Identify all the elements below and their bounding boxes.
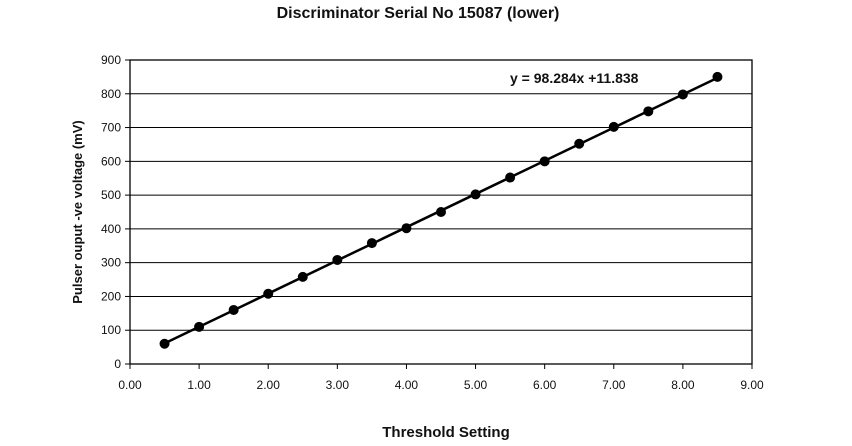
data-point xyxy=(539,156,550,167)
y-axis-ticks: 0 100 200 300 400 500 600 700 800 900 xyxy=(101,53,130,371)
data-point xyxy=(401,223,412,234)
x-tick-label: 3.00 xyxy=(326,378,350,392)
data-point xyxy=(332,254,343,265)
chart-title: Discriminator Serial No 15087 (lower) xyxy=(277,5,560,22)
y-tick-label: 600 xyxy=(101,154,121,168)
grid xyxy=(130,93,752,331)
y-axis-label: Pulser ouput -ve voltage (mV) xyxy=(70,120,85,303)
data-point xyxy=(159,338,170,349)
x-tick-label: 1.00 xyxy=(187,378,211,392)
y-tick-label: 200 xyxy=(101,289,121,303)
trendline-equation: y = 98.284x +11.838 xyxy=(510,70,639,86)
data-point xyxy=(677,89,688,100)
data-point xyxy=(643,106,654,117)
y-tick-label: 0 xyxy=(114,357,121,371)
x-tick-label: 2.00 xyxy=(257,378,281,392)
x-axis-ticks: 0.00 1.00 2.00 3.00 4.00 5.00 6.00 7.00 8.00 9.00 xyxy=(118,364,764,392)
x-tick-label: 0.00 xyxy=(118,378,142,392)
y-tick-label: 300 xyxy=(101,256,121,270)
y-tick-label: 900 xyxy=(101,53,121,67)
data-points xyxy=(159,71,723,349)
data-point xyxy=(505,172,516,183)
y-tick-label: 100 xyxy=(101,323,121,337)
data-point xyxy=(470,189,481,200)
x-tick-label: 6.00 xyxy=(533,378,557,392)
x-tick-label: 5.00 xyxy=(464,378,488,392)
x-tick-label: 9.00 xyxy=(740,378,764,392)
x-tick-label: 8.00 xyxy=(671,378,695,392)
data-point xyxy=(297,271,308,282)
data-point xyxy=(366,238,377,249)
x-axis-label: Threshold Setting xyxy=(382,424,510,441)
data-point xyxy=(228,304,239,315)
data-point xyxy=(608,121,619,132)
plot-area xyxy=(129,59,753,365)
y-tick-label: 800 xyxy=(101,87,121,101)
y-tick-label: 700 xyxy=(101,121,121,135)
x-tick-label: 7.00 xyxy=(602,378,626,392)
data-point xyxy=(712,71,723,82)
data-point xyxy=(263,288,274,299)
x-tick-label: 4.00 xyxy=(395,378,419,392)
data-point xyxy=(194,321,205,332)
data-point xyxy=(574,138,585,149)
data-point xyxy=(436,207,446,217)
y-tick-label: 400 xyxy=(101,222,121,236)
y-tick-label: 500 xyxy=(101,188,121,202)
